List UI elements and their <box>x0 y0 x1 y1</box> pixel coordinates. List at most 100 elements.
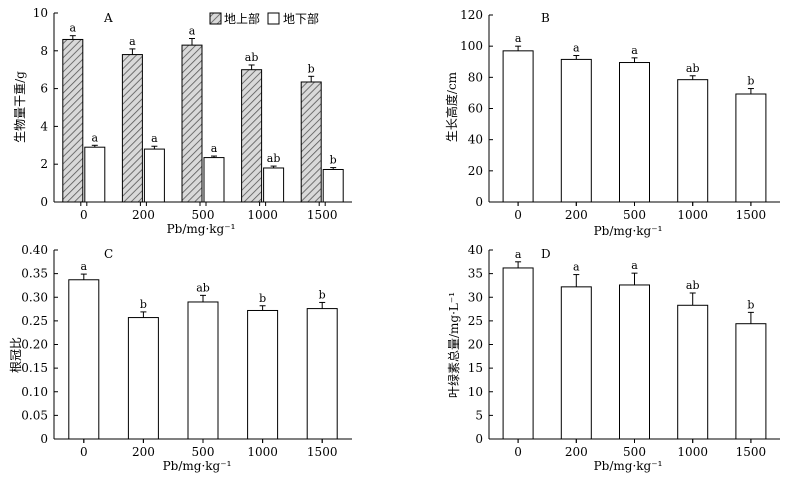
panel-b-x-tick-label: 0 <box>514 208 522 222</box>
panel-a-y-tick-label: 6 <box>40 82 48 96</box>
panel-a-bar <box>84 146 106 203</box>
panel-a-significance-label: b <box>330 154 337 167</box>
panel-b: B 生长高度/cm Pb/mg·kg⁻¹ 0 20 40 60 80 100 120 0 200… <box>444 8 780 238</box>
panel-c-letter: C <box>104 247 113 261</box>
panel-b-x-tick-label: 200 <box>565 208 588 222</box>
panel-d-significance-label: a <box>573 261 580 274</box>
panel-b-y-tick-label: 100 <box>460 39 483 53</box>
panel-c-ylabel: 根冠比 <box>9 337 23 373</box>
panel-a-y-tick-label: 10 <box>33 6 48 20</box>
panel-d-y-tick-label: 35 <box>468 267 483 281</box>
panel-d-y-tick-label: 0 <box>475 432 483 446</box>
panel-b-bar <box>677 79 709 203</box>
panel-d-significance-label: b <box>747 298 754 311</box>
panel-d-y-tick-label: 10 <box>468 385 483 399</box>
legend-label-above-ground: 地上部 <box>224 11 260 26</box>
panel-a: A 地上部 地下部 生物量干重/g Pb/mg·kg⁻¹ 0 2 4 6 8 10 0 200… <box>13 6 352 236</box>
panel-b-letter: B <box>541 11 550 25</box>
panel-a-bar <box>203 157 225 203</box>
panel-d-letter: D <box>541 247 551 261</box>
panel-a-bar <box>322 168 344 203</box>
panel-b-x-tick-label: 1500 <box>736 208 767 222</box>
panel-b-y-tick-label: 0 <box>475 195 483 209</box>
panel-b-x-tick-label: 500 <box>623 208 646 222</box>
panel-c-significance-label: a <box>81 260 88 273</box>
panel-a-significance-label: a <box>70 22 77 35</box>
panel-a-y-tick-label: 8 <box>40 44 48 58</box>
panel-a-significance-label: a <box>189 25 196 38</box>
panel-a-x-tick-label: 500 <box>192 208 215 222</box>
panel-a-significance-label: a <box>92 131 99 144</box>
panel-c-y-tick-label: 0 <box>40 432 48 446</box>
panel-d-y-tick-label: 40 <box>468 243 483 257</box>
panel-c-significance-label: b <box>140 298 147 311</box>
panel-a-bar <box>300 81 322 203</box>
panel-a-significance-label: a <box>211 142 218 155</box>
panel-c-xlabel: Pb/mg·kg⁻¹ <box>163 459 232 473</box>
panel-a-x-tick-label: 0 <box>80 208 88 222</box>
panel-c-bar <box>306 308 338 440</box>
panel-b-xlabel: Pb/mg·kg⁻¹ <box>594 224 663 238</box>
panel-d-x-tick-label: 200 <box>565 445 588 459</box>
panel-b-ylabel: 生长高度/cm <box>444 71 459 142</box>
panel-c-x-tick-label: 200 <box>132 445 155 459</box>
panel-a-significance-label: a <box>151 132 158 145</box>
panel-b-significance-label: a <box>631 44 638 57</box>
panel-a-bar <box>263 167 285 203</box>
panel-b-bar <box>735 93 767 203</box>
panel-a-bar <box>121 54 143 203</box>
panel-a-significance-label: ab <box>267 152 281 165</box>
panel-c-y-tick-label: 0.20 <box>21 338 48 352</box>
panel-d-y-tick-label: 15 <box>468 361 483 375</box>
panel-b-x-tick-label: 1000 <box>677 208 708 222</box>
panel-d-ylabel: 叶绿素总量/mg·L⁻¹ <box>446 292 461 398</box>
panel-d-x-tick-label: 500 <box>623 445 646 459</box>
panel-c-y-tick-label: 0.40 <box>21 243 48 257</box>
panel-c-y-tick-label: 0.25 <box>21 314 48 328</box>
panel-b-y-tick-label: 40 <box>468 133 483 147</box>
panel-c-y-tick-label: 0.10 <box>21 385 48 399</box>
panel-d-bar <box>619 284 650 440</box>
panel-c-y-tick-label: 0.05 <box>21 408 48 422</box>
panel-c-significance-label: ab <box>196 281 210 294</box>
panel-c-y-tick-label: 0.30 <box>21 290 48 304</box>
panel-d-y-tick-label: 30 <box>468 290 483 304</box>
panel-b-significance-label: a <box>573 42 580 55</box>
panel-c-x-tick-label: 0 <box>80 445 88 459</box>
panel-a-xlabel: Pb/mg·kg⁻¹ <box>167 222 236 236</box>
panel-c-x-tick-label: 1000 <box>247 445 278 459</box>
panel-d-x-tick-label: 1500 <box>736 445 767 459</box>
panel-d-x-tick-label: 1000 <box>677 445 708 459</box>
panel-c-x-tick-label: 500 <box>192 445 215 459</box>
panel-a-y-tick-label: 2 <box>40 157 48 171</box>
panel-b-significance-label: ab <box>686 62 700 75</box>
panel-a-x-tick-label: 200 <box>132 208 155 222</box>
panel-d-bar <box>560 286 592 440</box>
panel-b-bar <box>502 50 534 203</box>
panel-d-bar <box>677 304 709 440</box>
panel-c: C 根冠比 Pb/mg·kg⁻¹ 0 0.05 0.10 0.15 0.20 0.25 0.… <box>9 243 352 473</box>
panel-d: D 叶绿素总量/mg·L⁻¹ Pb/mg·kg⁻¹ 0 5 10 15 20 25 30 35… <box>446 243 780 473</box>
panel-c-bar <box>127 317 159 440</box>
panel-a-bar <box>62 38 84 203</box>
panel-d-bar <box>502 267 534 440</box>
panel-a-x-tick-label: 1500 <box>307 208 338 222</box>
panel-d-significance-label: a <box>631 259 638 272</box>
panel-a-letter: A <box>103 11 113 25</box>
panel-d-bar <box>735 323 767 440</box>
panel-d-xlabel: Pb/mg·kg⁻¹ <box>594 459 663 473</box>
panel-b-significance-label: b <box>747 75 754 88</box>
panel-d-y-tick-label: 20 <box>468 338 483 352</box>
panel-c-y-tick-label: 0.15 <box>21 361 48 375</box>
panel-d-y-tick-label: 25 <box>468 314 483 328</box>
legend-swatch-below-ground <box>267 12 280 25</box>
panel-c-bar <box>247 309 279 440</box>
panel-c-significance-label: b <box>319 288 326 301</box>
panel-b-y-tick-label: 20 <box>468 164 483 178</box>
panel-a-ylabel: 生物量干重/g <box>13 71 27 143</box>
panel-b-y-tick-label: 80 <box>468 70 483 84</box>
panel-c-y-tick-label: 0.35 <box>21 267 48 281</box>
panel-c-x-tick-label: 1500 <box>307 445 338 459</box>
panel-c-significance-label: b <box>259 292 266 305</box>
